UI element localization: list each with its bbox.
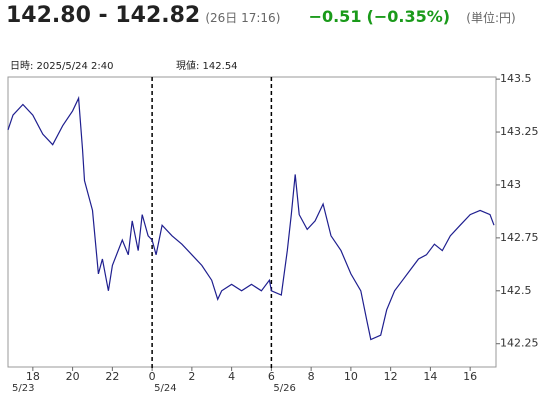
y-tick-label: 142.5 bbox=[500, 284, 532, 297]
x-tick-label: 0 bbox=[149, 370, 156, 383]
y-tick-label: 142.25 bbox=[500, 337, 539, 350]
readout-current: 現値: 142.54 bbox=[176, 61, 238, 72]
header: 142.80 - 142.82 (26日 17:16) −0.51 (−0.35… bbox=[6, 3, 516, 28]
x-tick-label: 8 bbox=[308, 370, 315, 383]
x-tick-label: 2 bbox=[188, 370, 195, 383]
y-tick-label: 143.5 bbox=[500, 72, 532, 85]
x-tick-label: 6 bbox=[268, 370, 275, 383]
y-tick-label: 142.75 bbox=[500, 231, 539, 244]
x-tick-label: 10 bbox=[344, 370, 358, 383]
x-tick-label: 16 bbox=[463, 370, 477, 383]
plot-frame bbox=[7, 76, 497, 368]
y-tick-label: 143 bbox=[500, 178, 521, 191]
unit: (単位:円) bbox=[466, 11, 516, 25]
x-tick-label: 12 bbox=[384, 370, 398, 383]
date-label: 5/23 bbox=[12, 383, 34, 394]
date-label: 5/26 bbox=[273, 383, 295, 394]
x-tick-label: 18 bbox=[26, 370, 40, 383]
x-tick-label: 20 bbox=[66, 370, 80, 383]
readout-datetime: 日時: 2025/5/24 2:40 bbox=[10, 61, 114, 72]
x-tick-label: 4 bbox=[228, 370, 235, 383]
change-pct: (−0.35%) bbox=[366, 7, 451, 26]
y-tick-label: 143.25 bbox=[500, 125, 539, 138]
time: (26日 17:16) bbox=[205, 11, 281, 25]
change: −0.51 bbox=[308, 7, 362, 26]
price-line bbox=[7, 95, 495, 341]
price: 142.80 - 142.82 bbox=[6, 3, 201, 28]
date-label: 5/24 bbox=[154, 383, 176, 394]
x-tick-label: 14 bbox=[423, 370, 437, 383]
x-tick-label: 22 bbox=[105, 370, 119, 383]
